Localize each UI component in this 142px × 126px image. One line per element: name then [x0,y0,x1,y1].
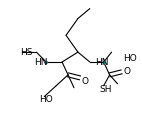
Text: HS: HS [20,48,33,57]
Text: O: O [82,77,89,86]
Text: HO: HO [39,95,53,104]
Text: O: O [124,67,130,76]
Text: HN: HN [95,57,108,67]
Text: HN: HN [34,57,47,67]
Text: SH: SH [100,85,112,94]
Text: HO: HO [124,54,137,62]
